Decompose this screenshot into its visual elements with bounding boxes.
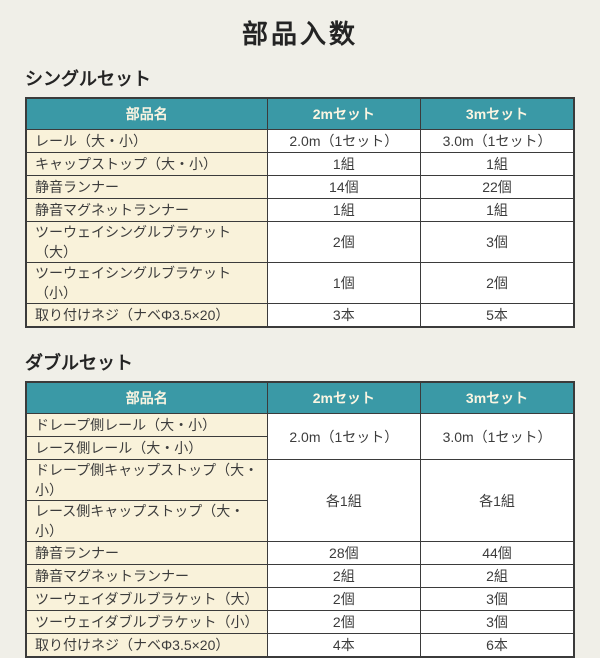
page-title: 部品入数 bbox=[241, 19, 358, 49]
table-row: ドレープ側レール（大・小） 2.0m（1セット） 3.0m（1セット） bbox=[25, 413, 575, 460]
quantity-cell-2m: 3本 bbox=[266, 303, 422, 328]
quantity-cell-3m: 3個 bbox=[420, 587, 575, 611]
table-row: キャップストップ（大・小） 1組 1組 bbox=[25, 152, 575, 176]
part-name-cell: レース側レール（大・小） bbox=[25, 436, 268, 460]
table-row: 静音ランナー 28個 44個 bbox=[25, 541, 575, 565]
quantity-cell-2m: 2組 bbox=[266, 564, 422, 588]
quantity-cell-3m: 2組 bbox=[420, 564, 575, 588]
quantity-cell-3m: 2個 bbox=[420, 262, 575, 304]
table-row: レース側キャップストップ（大・小） bbox=[25, 500, 574, 542]
quantity-cell-3m: 3.0m（1セット） bbox=[420, 129, 575, 153]
column-header-2m-set: 2mセット bbox=[266, 381, 422, 414]
part-name-cell: ドレープ側レール（大・小） bbox=[25, 413, 268, 437]
part-name-cell: ツーウェイシングルブラケット（小） bbox=[25, 262, 268, 304]
quantity-cell-2m-merged: 2.0m（1セット） bbox=[266, 413, 422, 460]
quantity-cell-3m-merged: 3.0m（1セット） bbox=[420, 413, 575, 460]
quantity-cell-3m: 44個 bbox=[420, 541, 575, 565]
quantity-cell-3m: 6本 bbox=[420, 633, 575, 658]
table-row: 静音マグネットランナー 1組 1組 bbox=[25, 198, 575, 222]
part-name-cell: ツーウェイダブルブラケット（大） bbox=[25, 587, 268, 611]
table-row: ツーウェイシングルブラケット（小） 1個 2個 bbox=[25, 262, 575, 304]
part-name-cell: 静音ランナー bbox=[25, 541, 268, 565]
quantity-cell-2m: 28個 bbox=[266, 541, 422, 565]
part-name-cell: キャップストップ（大・小） bbox=[25, 152, 268, 176]
section-title-single: シングルセット bbox=[25, 69, 151, 89]
table-row: 取り付けネジ（ナベΦ3.5×20） 4本 6本 bbox=[25, 633, 575, 658]
double-set-table: 部品名 2mセット 3mセット ドレープ側レール（大・小） 2.0m（1セット）… bbox=[25, 381, 575, 658]
quantity-cell-2m: 2個 bbox=[266, 587, 422, 611]
quantity-cell-2m: 1組 bbox=[266, 152, 422, 176]
column-header-2m-set: 2mセット bbox=[266, 97, 422, 130]
column-header-part-name: 部品名 bbox=[25, 97, 268, 130]
part-name-cell: 取り付けネジ（ナベΦ3.5×20） bbox=[25, 303, 268, 328]
table-row: ツーウェイシングルブラケット（大） 2個 3個 bbox=[25, 221, 575, 263]
quantity-cell-3m: 1組 bbox=[420, 152, 575, 176]
section-title-double: ダブルセット bbox=[25, 353, 133, 373]
part-name-cell: レース側キャップストップ（大・小） bbox=[25, 500, 268, 542]
quantity-cell-2m: 2個 bbox=[266, 221, 422, 263]
column-header-part-name: 部品名 bbox=[25, 381, 268, 414]
table-row: ツーウェイダブルブラケット（小） 2個 3個 bbox=[25, 610, 575, 634]
part-name-cell: ツーウェイシングルブラケット（大） bbox=[25, 221, 268, 263]
quantity-cell-3m: 22個 bbox=[420, 175, 575, 199]
quantity-cell-2m-merged: 各1組 bbox=[266, 459, 422, 542]
quantity-cell-2m: 2.0m（1セット） bbox=[266, 129, 422, 153]
table-row: 静音ランナー 14個 22個 bbox=[25, 175, 575, 199]
table-row: ドレープ側キャップストップ（大・小） 各1組 各1組 bbox=[25, 459, 575, 542]
quantity-cell-3m: 1組 bbox=[420, 198, 575, 222]
part-name-cell: ツーウェイダブルブラケット（小） bbox=[25, 610, 268, 634]
part-name-cell: 静音マグネットランナー bbox=[25, 564, 268, 588]
table-row: 静音マグネットランナー 2組 2組 bbox=[25, 564, 575, 588]
quantity-cell-3m: 3個 bbox=[420, 610, 575, 634]
table-row: レース側レール（大・小） bbox=[25, 436, 574, 460]
quantity-cell-2m: 2個 bbox=[266, 610, 422, 634]
header-row: 部品名 2mセット 3mセット bbox=[25, 381, 575, 414]
quantity-cell-3m-merged: 各1組 bbox=[420, 459, 575, 542]
column-header-3m-set: 3mセット bbox=[420, 97, 575, 130]
part-name-cell: 静音ランナー bbox=[25, 175, 268, 199]
quantity-cell-2m: 14個 bbox=[266, 175, 422, 199]
part-name-cell: ドレープ側キャップストップ（大・小） bbox=[25, 459, 268, 501]
quantity-cell-2m: 1組 bbox=[266, 198, 422, 222]
quantity-cell-2m: 4本 bbox=[266, 633, 422, 658]
quantity-cell-3m: 5本 bbox=[420, 303, 575, 328]
part-name-cell: 取り付けネジ（ナベΦ3.5×20） bbox=[25, 633, 268, 658]
header-row: 部品名 2mセット 3mセット bbox=[25, 97, 575, 130]
table-row: 取り付けネジ（ナベΦ3.5×20） 3本 5本 bbox=[25, 303, 575, 328]
column-header-3m-set: 3mセット bbox=[420, 381, 575, 414]
single-set-table: 部品名 2mセット 3mセット レール（大・小） 2.0m（1セット） 3.0m… bbox=[25, 97, 575, 328]
quantity-cell-3m: 3個 bbox=[420, 221, 575, 263]
table-row: レール（大・小） 2.0m（1セット） 3.0m（1セット） bbox=[25, 129, 575, 153]
part-name-cell: レール（大・小） bbox=[25, 129, 268, 153]
table-row: ツーウェイダブルブラケット（大） 2個 3個 bbox=[25, 587, 575, 611]
part-name-cell: 静音マグネットランナー bbox=[25, 198, 268, 222]
quantity-cell-2m: 1個 bbox=[266, 262, 422, 304]
